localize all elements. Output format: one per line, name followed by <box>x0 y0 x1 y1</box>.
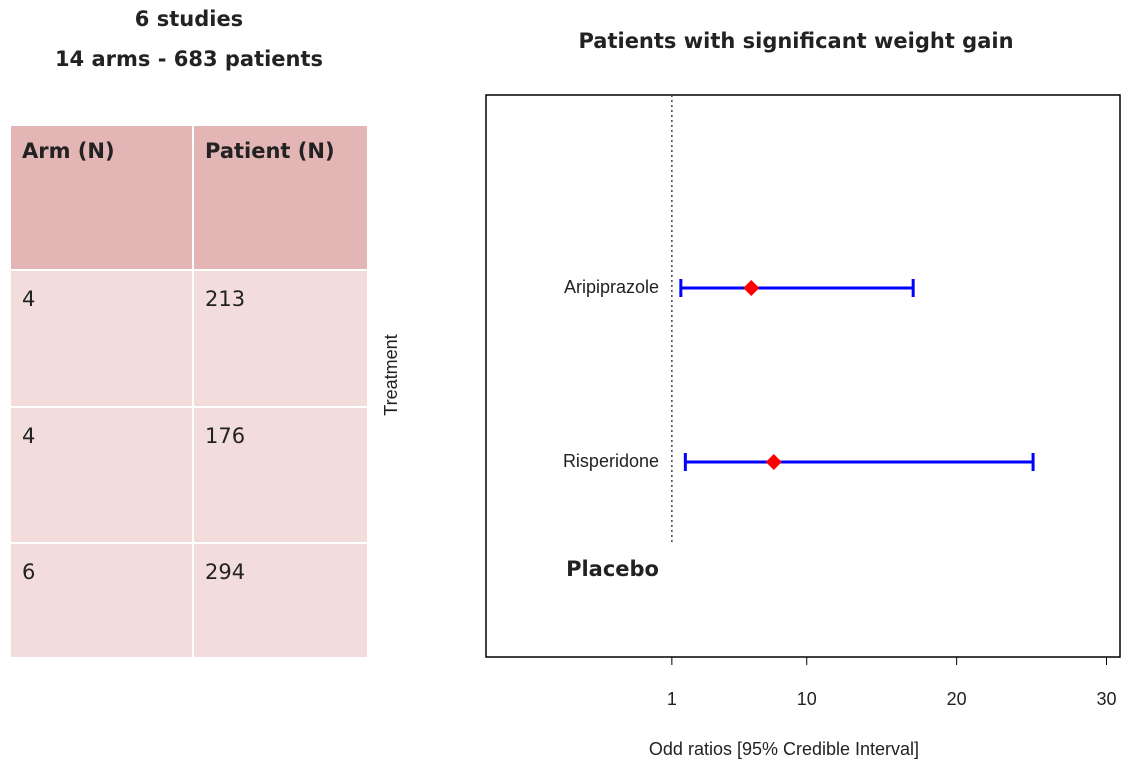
plot-frame <box>485 94 1121 658</box>
table-cell <box>192 542 369 659</box>
table-cell <box>192 406 369 544</box>
table-cell <box>9 406 194 544</box>
x-tick-label: 1 <box>667 689 677 709</box>
table-cell-text: 294 <box>205 560 245 584</box>
category-label: Risperidone <box>563 451 659 471</box>
point <box>765 454 782 470</box>
x-tick-label: 20 <box>947 689 967 709</box>
y-axis-label: Treatment <box>381 334 401 415</box>
summary-line: 14 arms - 683 patients <box>55 47 323 71</box>
table-header: Arm (N) <box>22 139 115 163</box>
table-cell-text: 4 <box>22 424 35 448</box>
table-cell-text: 4 <box>22 287 35 311</box>
x-axis-label: Odd ratios [95% Credible Interval] <box>649 739 919 759</box>
table-cell <box>192 124 369 271</box>
chart-title: Patients with significant weight gain <box>578 29 1013 53</box>
table-cell-text: 6 <box>22 560 35 584</box>
point <box>743 280 760 296</box>
table-cell <box>192 269 369 408</box>
category-label: Placebo <box>566 557 659 581</box>
x-tick-label: 10 <box>797 689 817 709</box>
table-cell <box>9 542 194 659</box>
summary-line: 6 studies <box>135 7 243 31</box>
table-header: Patient (N) <box>205 139 335 163</box>
table-cell <box>9 269 194 408</box>
x-tick-label: 30 <box>1096 689 1116 709</box>
category-label: Aripiprazole <box>564 277 659 297</box>
table-cell-text: 176 <box>205 424 245 448</box>
table-cell-text: 213 <box>205 287 245 311</box>
